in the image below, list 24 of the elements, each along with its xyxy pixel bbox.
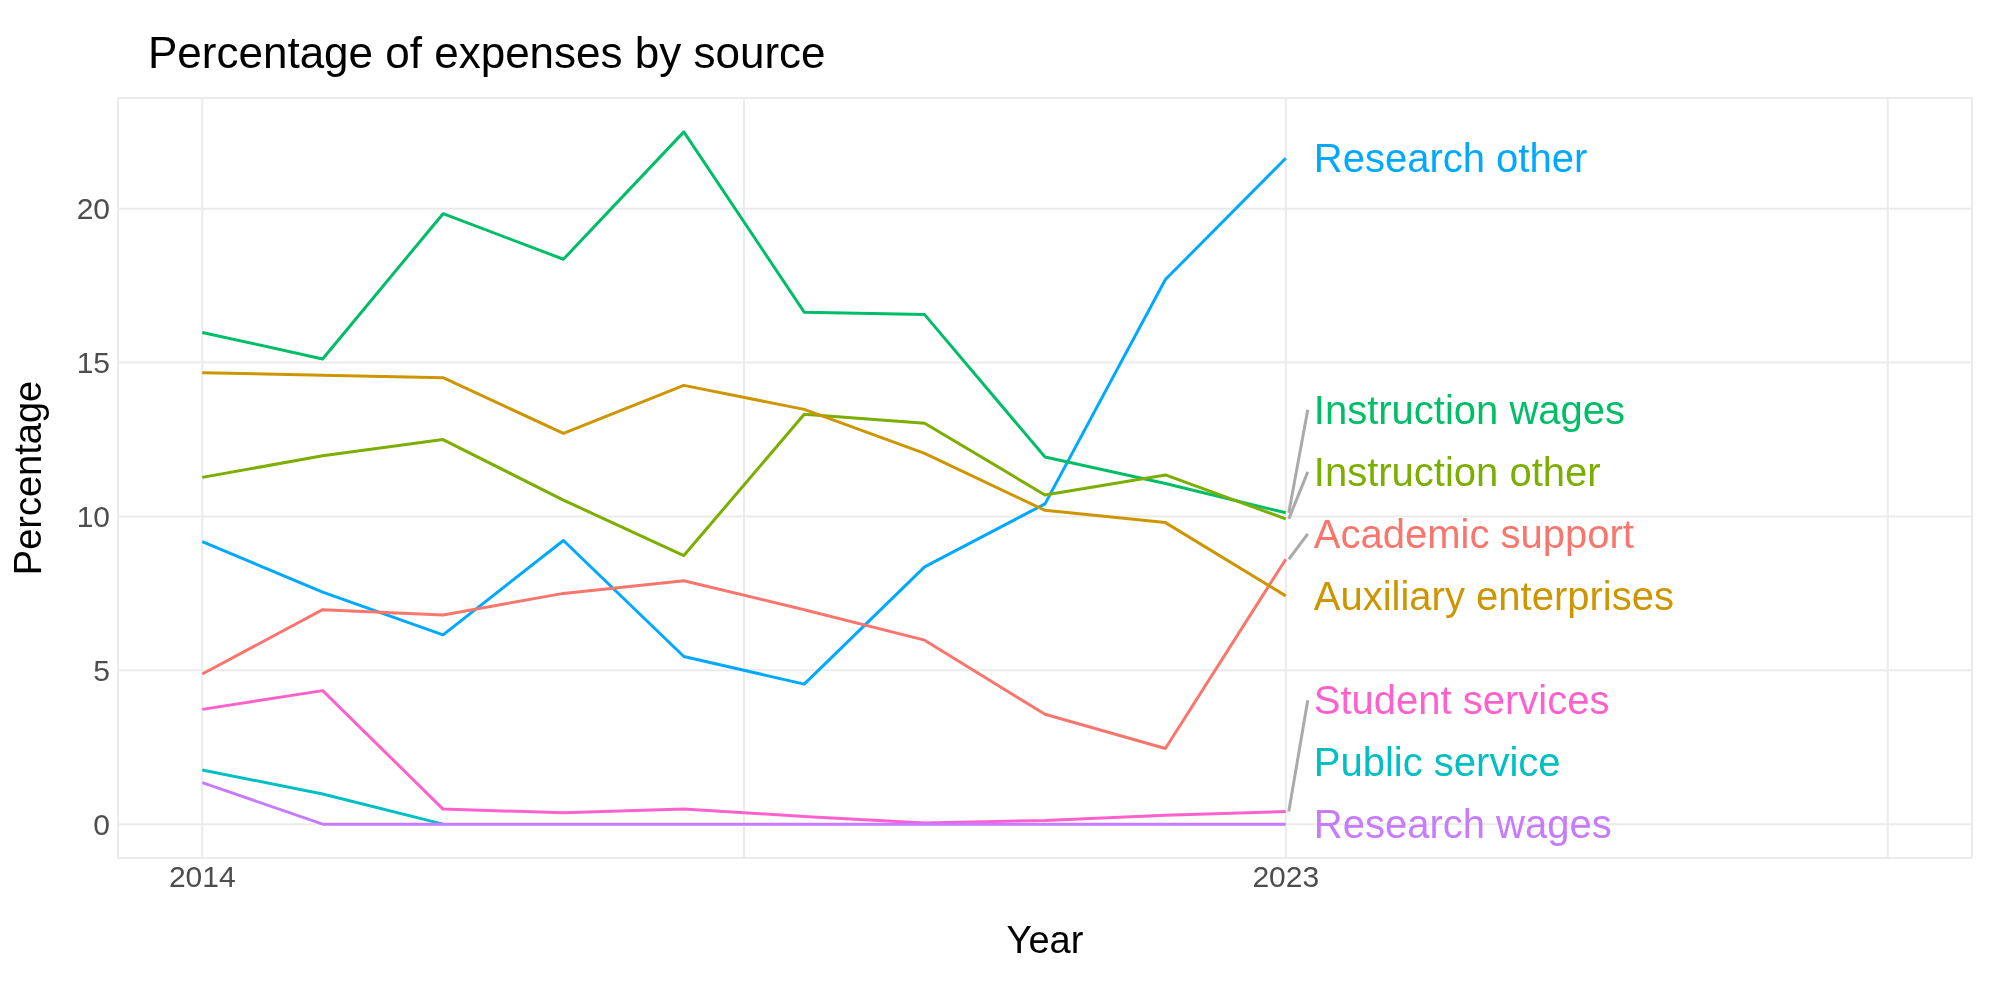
x-tick-label: 2014 <box>168 860 236 894</box>
text: Student services <box>1313 678 1610 723</box>
series-label: Auxiliary enterprises <box>1313 573 1674 618</box>
line-series <box>200 156 1288 686</box>
line-series <box>200 557 1288 750</box>
line-series <box>200 130 1288 515</box>
x-tick-label: 2023 <box>1252 860 1320 894</box>
x-axis-title: Year <box>1006 919 1084 961</box>
line-series <box>200 412 1288 558</box>
line-series <box>200 371 1288 598</box>
series-label: Research wages <box>1313 802 1612 847</box>
y-tick-label: 0 <box>93 807 110 841</box>
y-axis-title: Percentage <box>7 380 50 576</box>
line-series <box>200 689 1288 825</box>
y-tick-label: 20 <box>76 192 110 226</box>
text: Public service <box>1313 740 1561 785</box>
series-label: Instruction other <box>1313 449 1601 494</box>
text: Instruction wages <box>1313 387 1626 432</box>
y-tick-label: 10 <box>76 500 110 534</box>
y-tick-label: 5 <box>93 653 110 687</box>
y-tick-label: 15 <box>76 346 110 380</box>
series-label: Research other <box>1313 136 1588 181</box>
series-label: Academic support <box>1313 511 1634 556</box>
chart-title: Percentage of expenses by source <box>147 27 827 78</box>
